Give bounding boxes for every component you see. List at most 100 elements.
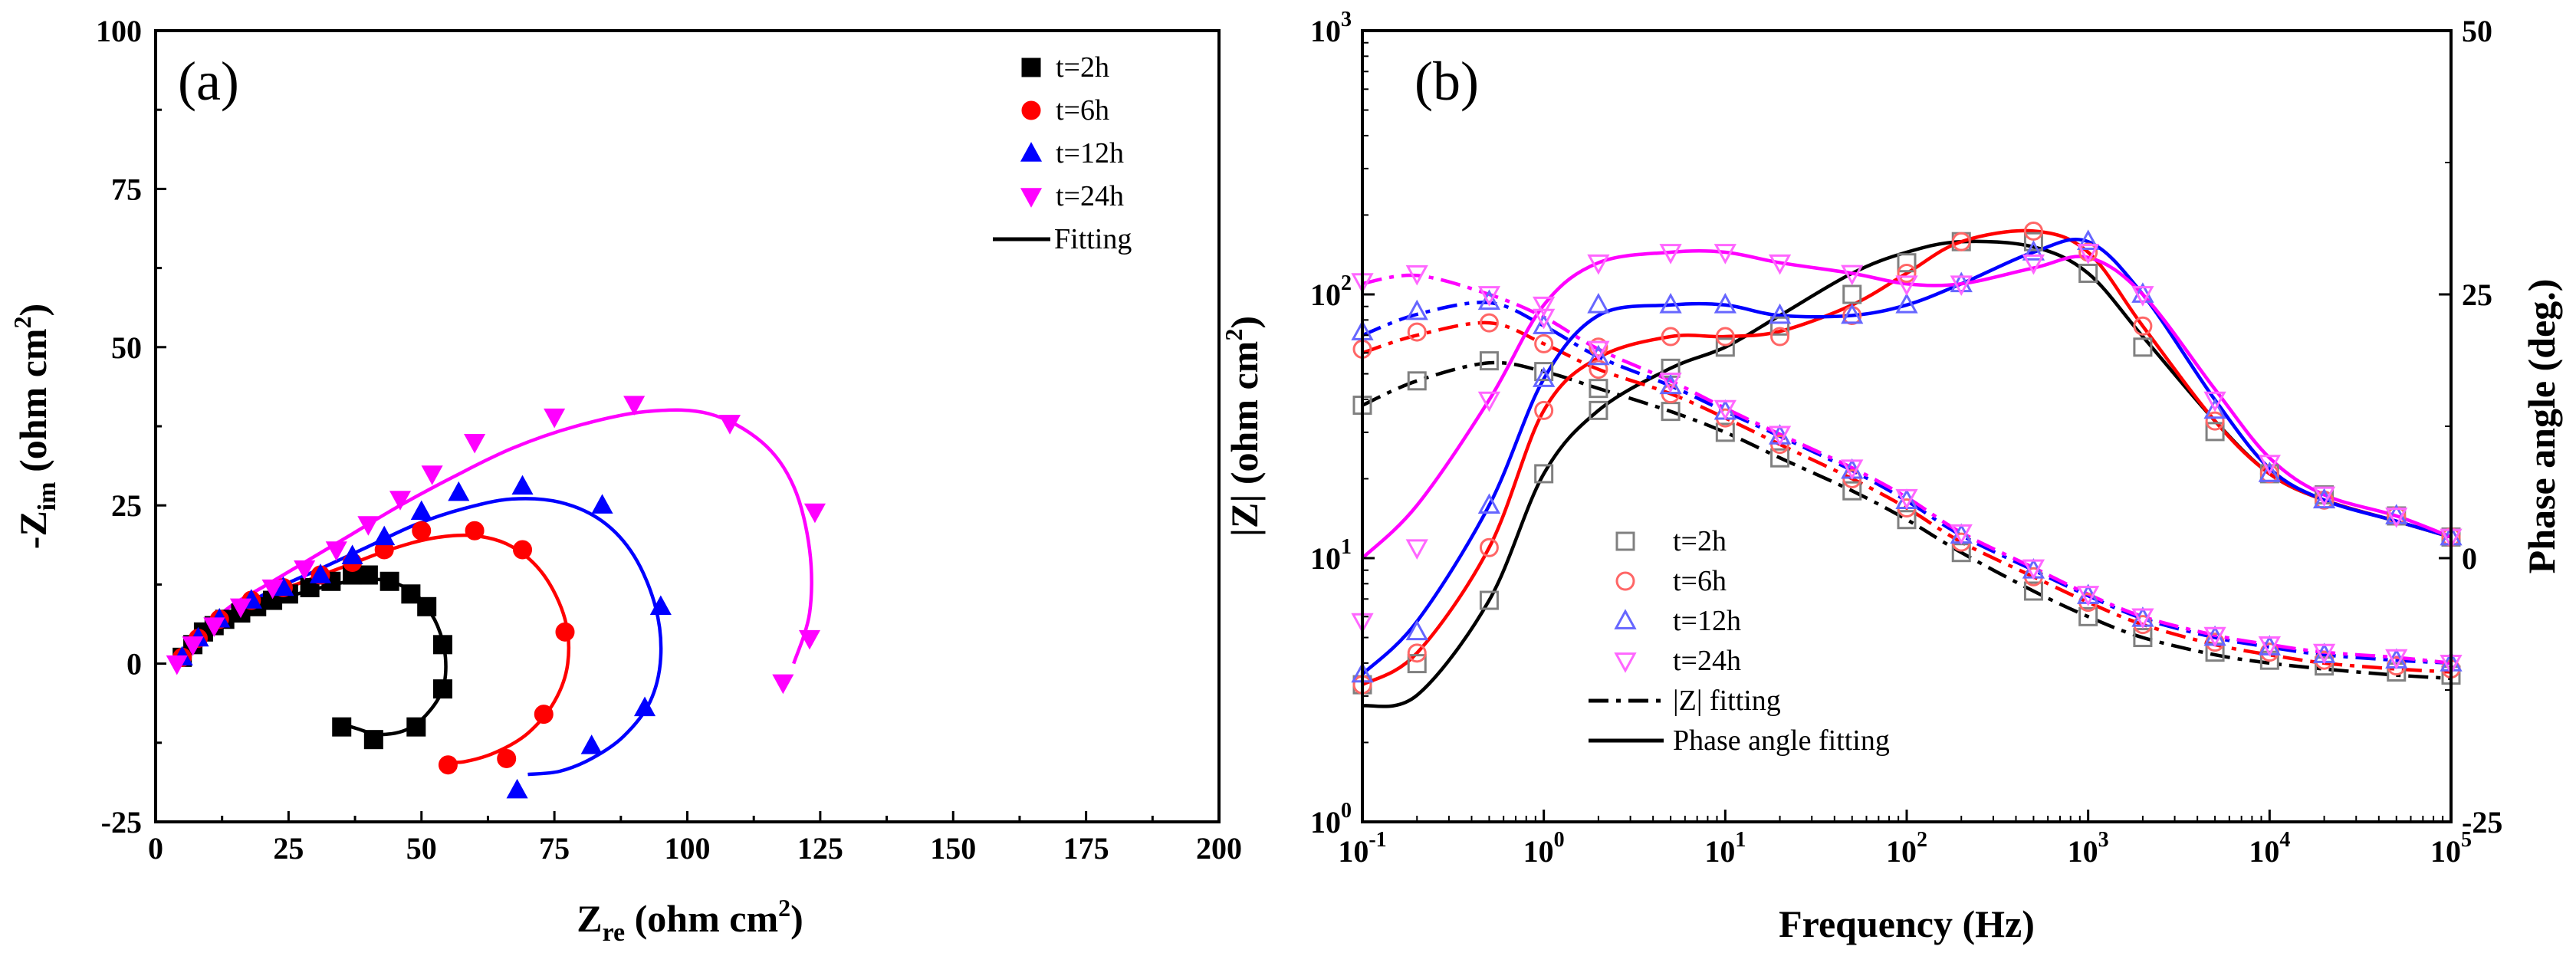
- panel-a-x-tick-label: 175: [1063, 831, 1109, 866]
- panel-a-y-tick-label: 100: [96, 14, 142, 48]
- panel-a-x-tick-label: 50: [406, 831, 437, 866]
- panel-a-point-t=24h-6: [325, 541, 347, 561]
- panel-b-phase-point-t=2h-7: [1770, 316, 1790, 336]
- panel-a-point-t=2h-17: [432, 679, 452, 699]
- panel-b-phase-point-t=12h-12: [2077, 229, 2100, 251]
- panel-b-phase-point-t=12h-9: [1895, 292, 1918, 314]
- panel-a-point-t=12h-15: [506, 778, 528, 799]
- panel-a-point-t=12h-12: [649, 595, 672, 615]
- panel-b-legend-label: t=6h: [1673, 565, 1727, 597]
- panel-b-phase-point-t=12h-4: [1587, 292, 1610, 314]
- panel-b-phase-point-t=24h-17: [2385, 508, 2408, 528]
- panel-a-point-t=2h-14: [401, 584, 421, 604]
- panel-b-legend-label: t=2h: [1673, 525, 1727, 557]
- panel-b-z-point-t=12h-2: [1477, 289, 1501, 310]
- panel-b-z-point-t=2h-6: [1715, 422, 1735, 442]
- panel-a-legend: t=2h t=6h t=12h t=24h Fitting: [993, 51, 1132, 255]
- panel-b-phase-point-t=12h-15: [2258, 462, 2281, 482]
- panel-a-x-tick-label: 125: [797, 831, 843, 866]
- panel-b-ticks: 10-1 100 101 102 103 104 105100101102103-25025…: [1310, 8, 2502, 869]
- panel-b-left-y-tick-label: 103: [1310, 8, 1352, 48]
- panel-b-legend-marker-t=12h: [1614, 609, 1637, 629]
- panel-a-legend-marker-t=2h: [1021, 58, 1041, 77]
- panel-b-bode-plot: 10-1 100 101 102 103 104 105100101102103-25025…: [1220, 8, 2563, 945]
- panel-b-phase-point-t=2h-11: [2023, 232, 2043, 251]
- panel-a-legend-marker-t=12h: [1020, 142, 1043, 162]
- panel-a-point-t=6h-11: [555, 622, 575, 642]
- panel-a-label: (a): [178, 51, 239, 112]
- panel-b-legend-z-fit-label: |Z| fitting: [1673, 685, 1781, 717]
- panel-a-point-t=6h-10: [513, 540, 533, 560]
- panel-b-left-y-tick-label: 100: [1310, 799, 1352, 840]
- panel-a-x-tick-label: 100: [665, 831, 711, 866]
- panel-b-phase-point-t=24h-12: [2077, 244, 2100, 264]
- panel-b-z-point-t=24h-9: [1895, 488, 1918, 510]
- panel-b-phase-point-t=2h-2: [1479, 590, 1499, 610]
- panel-b-right-y-tick-label: 50: [2462, 14, 2492, 48]
- panel-a-point-t=24h-16: [772, 674, 794, 695]
- panel-b-phase-point-t=24h-15: [2258, 455, 2281, 475]
- panel-a-point-t=12h-9: [448, 481, 470, 501]
- panel-b-phase-point-t=2h-4: [1589, 400, 1608, 420]
- panel-b-phase-point-t=24h-2: [1477, 391, 1501, 412]
- panel-a-point-t=24h-5: [294, 560, 316, 580]
- panel-a-point-t=24h-13: [718, 415, 741, 435]
- panel-b-z-point-t=2h-4: [1589, 379, 1608, 399]
- panel-b-z-point-t=24h-4: [1587, 340, 1610, 362]
- panel-b-phase-point-t=2h-8: [1842, 284, 1862, 304]
- panel-b-phase-point-t=12h-14: [2203, 398, 2226, 419]
- panel-a-point-t=24h-15: [798, 629, 821, 650]
- panel-a-legend-marker-t=24h: [1020, 188, 1043, 208]
- panel-a-y-tick-label: 75: [111, 172, 142, 206]
- panel-a-point-t=24h-11: [544, 408, 566, 429]
- panel-b-phase-point-t=6h-2: [1479, 537, 1499, 557]
- panel-b-phase-point-t=24h-16: [2312, 486, 2336, 508]
- panel-b-phase-point-t=2h-12: [2078, 263, 2098, 283]
- panel-b-phase-point-t=24h-5: [1659, 244, 1682, 264]
- panel-a-point-t=12h-11: [591, 494, 613, 514]
- panel-b-z-point-t=6h-2: [1479, 313, 1499, 333]
- panel-a-point-t=12h-8: [410, 500, 432, 521]
- panel-b-phase-point-t=24h-10: [1950, 275, 1973, 297]
- panel-b-x-tick-label: 102: [1886, 828, 1927, 869]
- panel-b-phase-point-t=24h-3: [1533, 296, 1556, 317]
- panel-a-point-t=12h-7: [373, 525, 396, 546]
- panel-b-phase-point-t=12h-7: [1768, 303, 1792, 324]
- panel-b-z-point-t=24h-3: [1533, 308, 1556, 330]
- panel-a-point-t=24h-9: [421, 465, 443, 485]
- panel-b-phase-point-t=2h-6: [1715, 337, 1735, 357]
- panel-b-phase-point-t=24h-1: [1405, 539, 1428, 560]
- panel-b-z-point-t=2h-2: [1479, 351, 1499, 371]
- panel-b-z-point-t=2h-7: [1770, 448, 1790, 468]
- panel-b-x-tick-label: 105: [2430, 828, 2472, 869]
- panel-a-point-t=12h-6: [341, 544, 363, 564]
- panel-b-z-point-t=2h-9: [1897, 510, 1917, 530]
- panel-b-legend-marker-t=24h: [1614, 652, 1637, 673]
- panel-b-z-point-t=24h-5: [1659, 372, 1682, 393]
- panel-a-point-t=24h-7: [357, 516, 380, 536]
- panel-a-point-t=24h-3: [229, 598, 252, 619]
- panel-b-right-y-tick-label: 25: [2462, 278, 2492, 312]
- panel-b-series: [1351, 221, 2463, 708]
- panel-b-x-tick-label: 101: [1704, 828, 1746, 869]
- panel-a-x-tick-label: 25: [273, 831, 304, 866]
- panel-b-left-y-tick-label: 102: [1310, 271, 1352, 312]
- panel-b-phase-point-t=2h-9: [1897, 253, 1917, 273]
- panel-b-phase-point-t=24h-4: [1587, 254, 1610, 275]
- panel-b-x-tick-label: 10-1: [1338, 828, 1386, 869]
- panel-a-x-axis-title: Zre (ohm cm2): [577, 894, 803, 947]
- panel-a-point-t=2h-16: [432, 635, 452, 655]
- panel-a-point-t=2h-13: [380, 571, 399, 591]
- panel-a-point-t=24h-1: [182, 636, 204, 656]
- panel-a-y-tick-label: 50: [111, 330, 142, 365]
- panel-b-z-point-t=6h-1: [1407, 322, 1427, 342]
- panel-b-phase-point-t=24h-8: [1841, 264, 1864, 286]
- panel-b-legend-phase-fit-label: Phase angle fitting: [1673, 724, 1890, 757]
- panel-b-phase-point-t=12h-13: [2131, 282, 2154, 303]
- panel-b-z-point-t=2h-12: [2078, 606, 2098, 626]
- panel-a-point-t=2h-18: [406, 717, 426, 737]
- panel-a-x-tick-label: 0: [148, 831, 163, 866]
- panel-b-z-point-t=24h-15: [2258, 636, 2281, 657]
